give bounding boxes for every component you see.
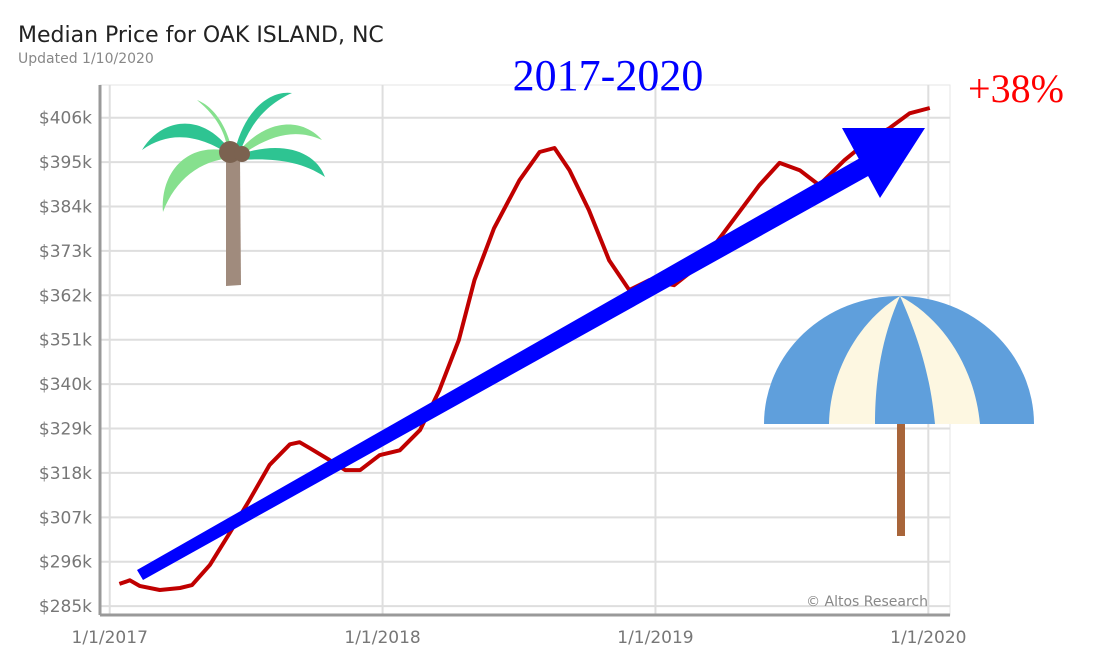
price-line [118, 106, 931, 592]
y-tick-label: $351k [39, 331, 92, 351]
palm-tree [142, 92, 325, 286]
y-tick-label: $373k [39, 242, 92, 262]
chart-title: Median Price for OAK ISLAND, NC [18, 23, 384, 48]
y-tick-label: $307k [39, 508, 92, 528]
x-tick-label: 1/1/2017 [72, 628, 148, 648]
y-tick-label: $318k [39, 464, 92, 484]
trend-arrow [137, 128, 925, 580]
x-tick-label: 1/1/2020 [890, 628, 966, 648]
credit: © Altos Research [806, 594, 928, 610]
x-tick-label: 1/1/2018 [344, 628, 420, 648]
y-tick-label: $340k [39, 375, 92, 395]
y-tick-label: $362k [39, 286, 92, 306]
annotation-years: 2017-2020 [513, 51, 704, 100]
annotation-change: +38% [968, 66, 1064, 111]
marks [118, 106, 931, 592]
chart-subtitle: Updated 1/10/2020 [18, 51, 154, 67]
x-tick-label: 1/1/2019 [617, 628, 693, 648]
beach-umbrella [764, 296, 1034, 536]
y-tick-label: $296k [39, 553, 92, 573]
y-tick-label: $406k [39, 109, 92, 129]
y-tick-label: $285k [39, 597, 92, 617]
y-tick-label: $329k [39, 420, 92, 440]
y-tick-label: $384k [39, 198, 92, 218]
y-tick-label: $395k [39, 153, 92, 173]
